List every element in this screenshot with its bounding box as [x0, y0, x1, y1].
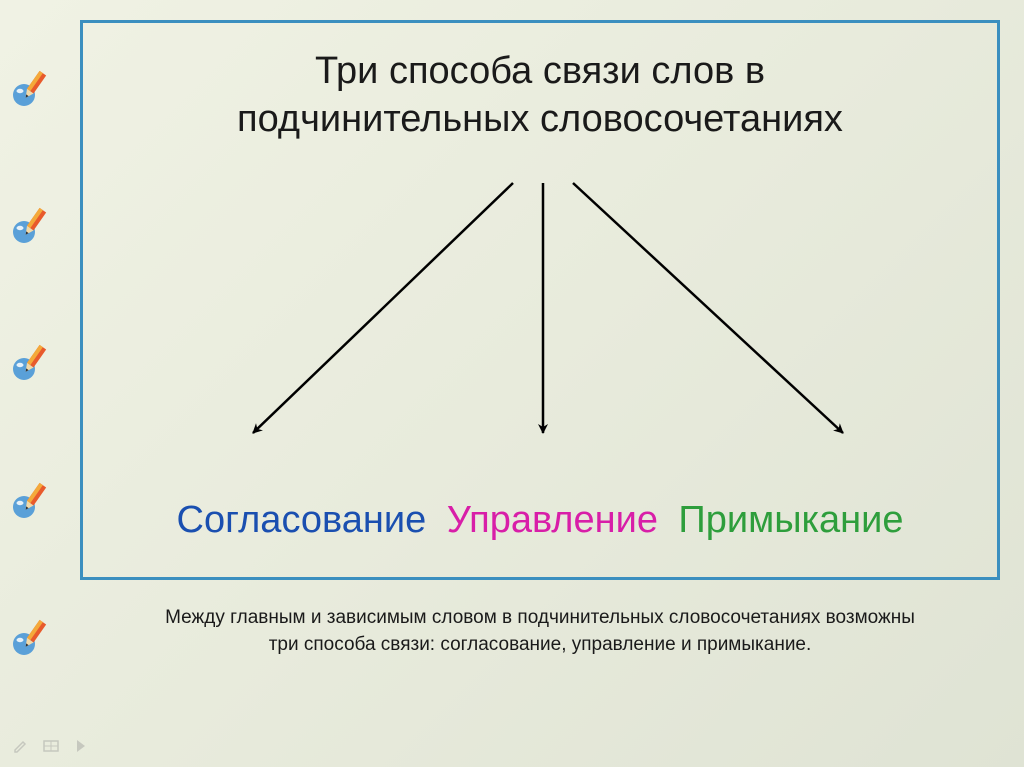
- nav-grid-icon[interactable]: [40, 735, 62, 757]
- branching-arrows: [83, 173, 1003, 453]
- pencil-circle-icon: [10, 69, 50, 109]
- title-line-1: Три способа связи слов в: [315, 50, 765, 92]
- diagram-frame: Три способа связи слов в подчинительных …: [80, 20, 1000, 580]
- slide-nav: [10, 735, 92, 757]
- terms-row: Согласование Управление Примыкание: [83, 499, 997, 542]
- pencil-circle-icon: [10, 618, 50, 658]
- diagram-title: Три способа связи слов в подчинительных …: [83, 48, 997, 143]
- term-agreement: Согласование: [169, 499, 435, 542]
- term-government: Управление: [439, 499, 666, 542]
- caption-line-2: три способа связи: согласование, управле…: [269, 634, 812, 655]
- nav-next-icon[interactable]: [70, 735, 92, 757]
- pencil-circle-icon: [10, 481, 50, 521]
- pencil-circle-icon: [10, 343, 50, 383]
- term-adjunction: Примыкание: [670, 499, 911, 542]
- caption-line-1: Между главным и зависимым словом в подчи…: [165, 607, 915, 628]
- nav-pen-icon[interactable]: [10, 735, 32, 757]
- pencil-circle-icon: [10, 206, 50, 246]
- caption-text: Между главным и зависимым словом в подчи…: [80, 605, 1000, 658]
- sidebar-decorations: [10, 0, 60, 727]
- title-line-2: подчинительных словосочетаниях: [237, 98, 843, 140]
